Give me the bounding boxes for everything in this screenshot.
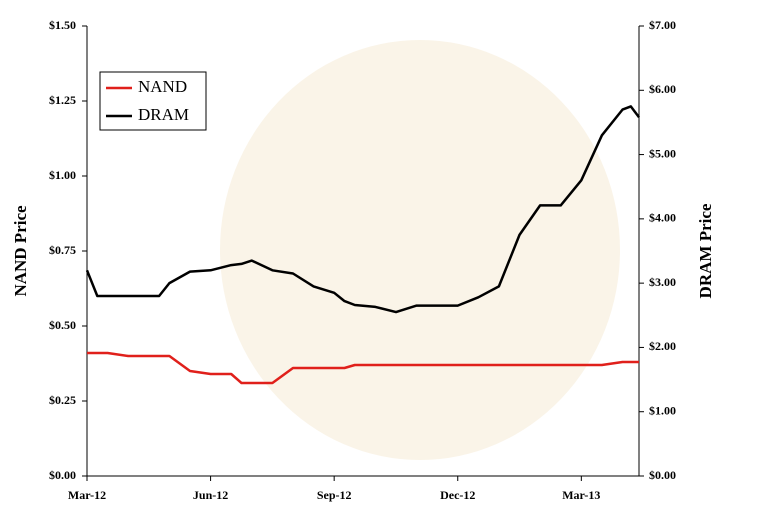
- y-tick-label: $1.00: [49, 168, 76, 182]
- legend-box: [99, 71, 207, 131]
- y2-tick-label: $6.00: [649, 82, 676, 96]
- y2-tick-label: $3.00: [649, 275, 676, 289]
- y2-tick-label: $0.00: [649, 468, 676, 482]
- x-tick-label: Sep-12: [317, 488, 352, 502]
- y-tick-label: $0.75: [49, 243, 76, 257]
- legend-label: NAND: [138, 77, 187, 96]
- series-line: [87, 351, 639, 385]
- y2-axis-title: DRAM Price: [696, 203, 715, 298]
- series-line: [85, 105, 640, 314]
- x-tick-label: Dec-12: [440, 488, 475, 502]
- y2-tick-label: $1.00: [649, 403, 676, 417]
- background-decoration: [220, 40, 620, 460]
- y-tick-label: $1.50: [49, 18, 76, 32]
- y-tick-label: $0.50: [49, 318, 76, 332]
- y2-tick-label: $5.00: [649, 146, 676, 160]
- y2-tick-label: $7.00: [649, 18, 676, 32]
- y2-tick-label: $4.00: [649, 211, 676, 225]
- y2-tick-label: $2.00: [649, 339, 676, 353]
- x-tick-label: Jun-12: [193, 488, 228, 502]
- legend-label: DRAM: [138, 105, 189, 124]
- x-tick-label: Mar-12: [68, 488, 106, 502]
- y-tick-label: $1.25: [49, 93, 76, 107]
- x-tick-label: Mar-13: [562, 488, 600, 502]
- y-tick-label: $0.00: [49, 468, 76, 482]
- y-axis-title: NAND Price: [11, 205, 30, 297]
- y-tick-label: $0.25: [49, 393, 76, 407]
